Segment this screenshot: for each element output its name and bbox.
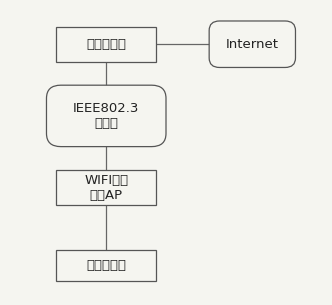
FancyBboxPatch shape bbox=[56, 170, 156, 205]
FancyBboxPatch shape bbox=[46, 85, 166, 147]
Text: Internet: Internet bbox=[226, 38, 279, 51]
FancyBboxPatch shape bbox=[56, 27, 156, 62]
Text: 定位客户端: 定位客户端 bbox=[86, 259, 126, 272]
FancyBboxPatch shape bbox=[56, 250, 156, 281]
Text: WIFI网络
以及AP: WIFI网络 以及AP bbox=[84, 174, 128, 202]
Text: IEEE802.3
局域网: IEEE802.3 局域网 bbox=[73, 102, 139, 130]
FancyBboxPatch shape bbox=[209, 21, 295, 67]
Text: 定位服务器: 定位服务器 bbox=[86, 38, 126, 51]
